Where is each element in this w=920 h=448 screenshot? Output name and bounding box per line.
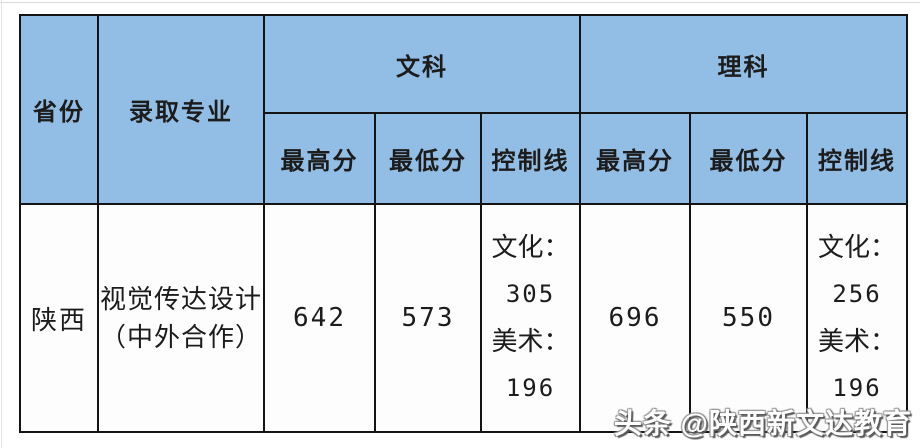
crop-artifact-top-line: [0, 2, 920, 3]
crop-artifact-left-line: [1, 0, 2, 448]
cell-province: 陕西: [19, 203, 99, 433]
control-line-label-art: 美术：: [491, 326, 570, 356]
major-line-2: （中外合作）: [99, 322, 262, 352]
admission-score-table: 省份 录取专业 文科 理科 最高分 最低分 控制线 最高分 最低分 控制线 陕西…: [19, 14, 908, 433]
control-line-value-culture: 305: [505, 280, 556, 308]
toutiao-watermark: 头条 @陕西新文达教育: [613, 408, 912, 439]
cell-science-min: 550: [689, 203, 808, 433]
table-header-row-groups: 省份 录取专业 文科 理科: [19, 14, 908, 205]
control-line-value-art: 196: [832, 374, 882, 402]
control-line-label-culture: 文化：: [817, 232, 896, 262]
control-line-label-culture: 文化：: [491, 232, 570, 262]
header-science-min: 最低分: [689, 112, 808, 205]
header-liberal-arts-control: 控制线: [480, 112, 581, 205]
header-liberal-arts-max: 最高分: [263, 112, 376, 205]
control-line-value-art: 196: [505, 374, 556, 402]
major-line-1: 视觉传达设计: [99, 284, 262, 314]
cell-liberal-arts-min: 573: [374, 203, 482, 433]
cell-liberal-arts-max: 642: [263, 203, 376, 433]
header-major: 录取专业: [97, 14, 265, 205]
header-province: 省份: [19, 14, 99, 205]
header-liberal-arts-min: 最低分: [374, 112, 482, 205]
control-line-value-culture: 256: [832, 280, 882, 308]
header-science-control: 控制线: [806, 112, 908, 205]
cell-liberal-arts-control: 文化： 305 美术： 196: [480, 203, 581, 433]
header-group-science: 理科: [579, 14, 908, 114]
cell-science-max: 696: [579, 203, 691, 433]
control-line-label-art: 美术：: [817, 326, 896, 356]
cell-science-control: 文化： 256 美术： 196: [806, 203, 908, 433]
table-data-row: 陕西 视觉传达设计 （中外合作） 642 573 文化： 305 美术： 196…: [19, 203, 908, 433]
cell-major: 视觉传达设计 （中外合作）: [97, 203, 265, 433]
header-science-max: 最高分: [579, 112, 691, 205]
header-group-liberal-arts: 文科: [263, 14, 581, 114]
table-header-row-subcolumns: 最高分 最低分 控制线 最高分 最低分 控制线: [20, 112, 908, 205]
